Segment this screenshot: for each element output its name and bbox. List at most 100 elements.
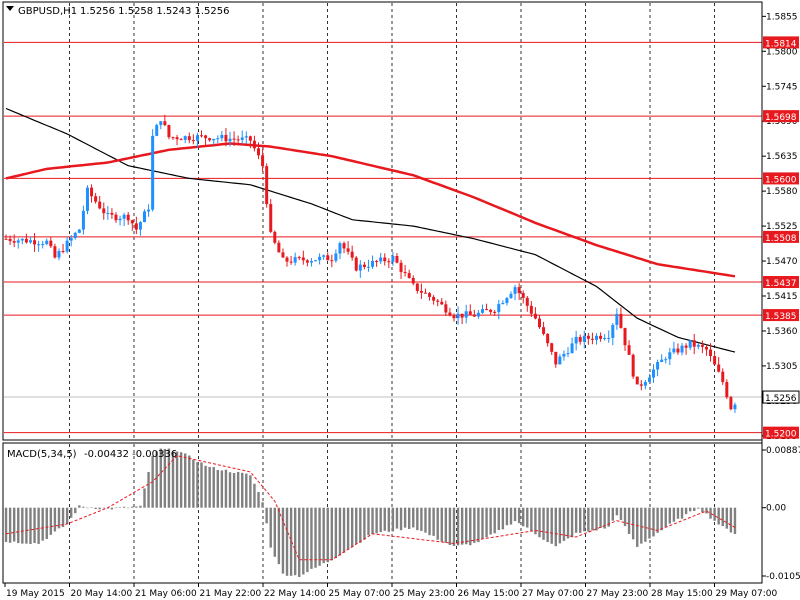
candle-body [403,272,407,274]
macd-bar [350,507,354,548]
candle-body [358,264,362,271]
macd-bar [701,507,704,513]
candle-body [415,283,419,291]
macd-bar [538,507,541,538]
level-label: 1.5698 [765,113,797,123]
candle-body [24,238,28,243]
macd-bar [387,507,391,532]
candle-body [195,135,199,141]
candle-body [301,257,305,261]
candle-body [110,212,114,215]
candle-body [525,297,529,306]
current-price-bg [762,390,800,404]
candle-body [489,309,493,312]
macd-bar [200,462,203,508]
macd-bar [631,507,635,540]
macd-bar [424,507,427,533]
candle-body [468,311,472,315]
macd-bar [603,507,606,529]
candle-body [432,296,436,301]
candle-body [273,231,277,243]
candle-body [562,353,566,357]
symbol-timeframe: GBPUSD,H1 [18,6,77,17]
macd-bar [49,507,53,535]
macd-bar [65,507,69,524]
macd-bar [416,507,419,531]
macd-bar [122,506,126,508]
price-axis[interactable]: 1.5855 1.5800 1.5745 1.5690 1.5635 1.5580 1.55… [761,2,800,583]
candle-body [41,244,45,246]
macd-axis[interactable]: 0.00887 0.00 -0.0105 [762,446,800,582]
candlesticks [4,114,737,413]
candle-body [167,125,171,138]
macd-bar [371,507,374,535]
macd-bar [310,507,313,569]
macd-bar [367,507,370,536]
time-axis[interactable]: 19 May 2015 20 May 14:00 21 May 06:00 21 Ma… [4,583,777,599]
candle-body [643,381,647,386]
macd-bar [579,507,582,533]
macd-bar [69,507,73,518]
candle-body [578,336,582,342]
candle-body [725,382,729,398]
macd-bar [688,507,692,512]
candle-body [265,166,269,205]
macd-bar [25,507,28,544]
candle-body [407,273,411,278]
macd-bar [448,507,452,546]
macd-bar [204,465,207,508]
macd-bar [375,507,378,534]
macd-bar [289,507,293,576]
macd-bar [627,507,631,534]
macd-bar [277,507,281,565]
candle-body [558,356,562,365]
price-panel[interactable]: GBPUSD,H1 1.5256 1.5258 1.5243 1.5256 [2,1,763,441]
candle-body [619,313,623,328]
macd-bar [175,451,179,508]
candle-body [517,287,521,294]
macd-bar [509,507,513,525]
candle-body [257,148,261,156]
candle-body [537,318,541,328]
macd-histogram [4,448,737,577]
macd-bar [607,507,610,527]
price-tick-label: 1.5635 [766,152,798,162]
price-tick-label: 1.5580 [766,187,798,197]
macd-bar [485,507,488,538]
macd-bar [664,507,667,528]
macd-bar [94,507,97,510]
candle-body [151,135,155,210]
macd-bar [513,507,517,522]
macd-tick-label: 0.00887 [766,446,800,456]
candle-body [485,309,489,311]
candle-body [314,260,318,262]
level-label-bg [763,172,799,185]
macd-bar [359,507,362,543]
level-label-bg [763,110,799,123]
candle-body [28,240,32,243]
candle-body [134,223,138,230]
candle-body [676,348,680,353]
candle-body [550,343,554,352]
price-tick-label: 1.5415 [766,292,798,302]
current-price-label: 1.5256 [765,394,797,404]
candle-body [8,238,12,242]
macd-bar [595,507,598,531]
candle-body [440,301,444,305]
macd-bar [330,507,334,561]
candle-body [448,312,452,316]
macd-bar [212,467,215,508]
candle-body [656,362,660,370]
dropdown-triangle-icon[interactable] [6,6,14,11]
macd-bar [481,507,484,539]
macd-signal-path [5,455,736,561]
candle-body [155,125,159,136]
candle-body [77,229,81,233]
level-label: 1.5200 [765,430,797,440]
macd-bar [53,507,57,532]
level-label-bg [763,230,799,243]
macd-panel[interactable]: MACD(5,34,5) -0.00432 -0.00336 [2,442,763,584]
candle-body [73,232,77,239]
candle-body [375,260,379,262]
